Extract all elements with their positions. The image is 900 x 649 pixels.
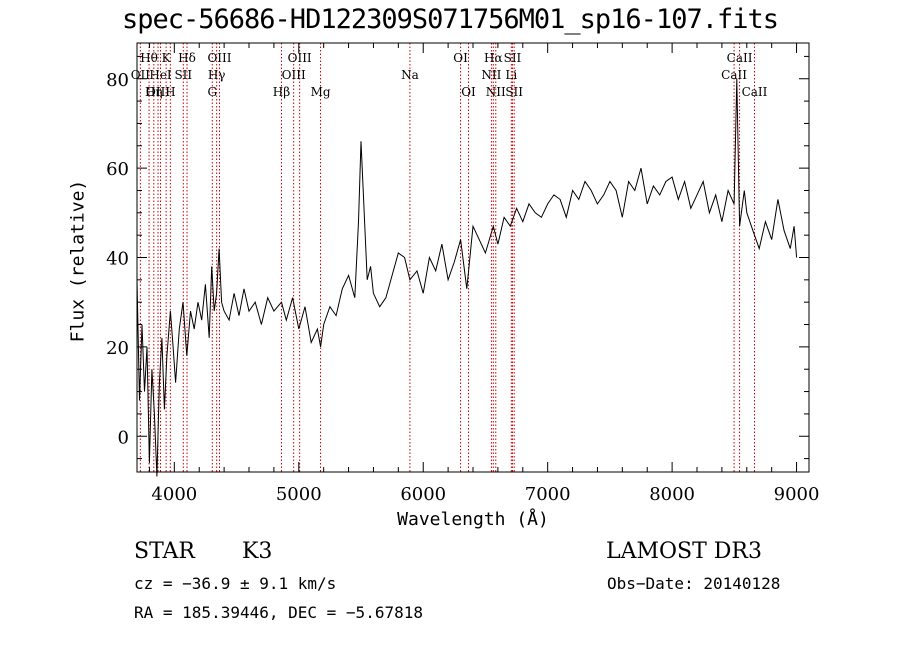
y-tick-label: 40: [106, 249, 129, 270]
line-label: SII: [504, 51, 522, 65]
line-label: HeI: [149, 68, 172, 82]
line-label: Hθ: [140, 51, 158, 65]
emission-line-markers: [139, 43, 755, 472]
line-label: CaII: [727, 51, 753, 65]
x-tick-label: 6000: [400, 484, 446, 505]
x-tick-label: 7000: [525, 484, 571, 505]
line-label: CaII: [742, 85, 768, 99]
axis-ticks: 4000 5000 6000 7000 8000 9000 0 20 40 60 80: [106, 43, 819, 505]
line-label: SII: [174, 68, 192, 82]
line-label: K: [162, 51, 172, 65]
line-label: G: [207, 85, 217, 99]
chart-title: spec-56686-HD122309S071756M01_sp16-107.f…: [122, 4, 779, 35]
line-label: Hδ: [178, 51, 196, 65]
line-label: OI: [453, 51, 468, 65]
coordinates: RA = 185.39446, DEC = −5.67818: [134, 603, 423, 622]
line-label: OIII: [146, 85, 170, 99]
x-tick-label: 8000: [649, 484, 695, 505]
object-class: STAR: [134, 539, 195, 564]
x-tick-label: 4000: [151, 484, 197, 505]
y-tick-label: 80: [106, 70, 129, 91]
line-label: Hβ: [273, 85, 290, 99]
line-label: H: [165, 85, 175, 99]
y-tick-label: 60: [106, 159, 129, 180]
line-label: Na: [401, 68, 419, 82]
spectrum-line: [136, 78, 798, 477]
line-label: Li: [505, 68, 517, 82]
x-tick-label: 9000: [774, 484, 820, 505]
line-label: OIII: [207, 51, 231, 65]
observation-date: Obs−Date: 20140128: [607, 574, 781, 593]
line-label: Hα: [484, 51, 503, 65]
y-tick-label: 20: [106, 338, 129, 359]
x-axis-label: Wavelength (Å): [397, 509, 549, 530]
line-label: CaII: [721, 68, 747, 82]
plot-frame: [136, 42, 810, 473]
line-label: NII: [481, 68, 501, 82]
line-label: Hγ: [208, 68, 226, 82]
line-label: OIII: [288, 51, 312, 65]
line-label: OIII: [282, 68, 306, 82]
line-label: Hη: [145, 85, 163, 99]
line-label: SII: [505, 85, 523, 99]
line-label: Mg: [311, 85, 331, 99]
line-label: OI: [461, 85, 476, 99]
line-label: OII: [131, 68, 151, 82]
y-axis-label: Flux (relative): [67, 179, 89, 343]
survey-name: LAMOST DR3: [606, 539, 762, 564]
spectral-subclass: K3: [242, 539, 273, 564]
redshift-velocity: cz = −36.9 ± 9.1 km/s: [134, 574, 337, 593]
line-label: NII: [486, 85, 506, 99]
y-tick-label: 0: [118, 427, 129, 448]
x-tick-label: 5000: [276, 484, 322, 505]
